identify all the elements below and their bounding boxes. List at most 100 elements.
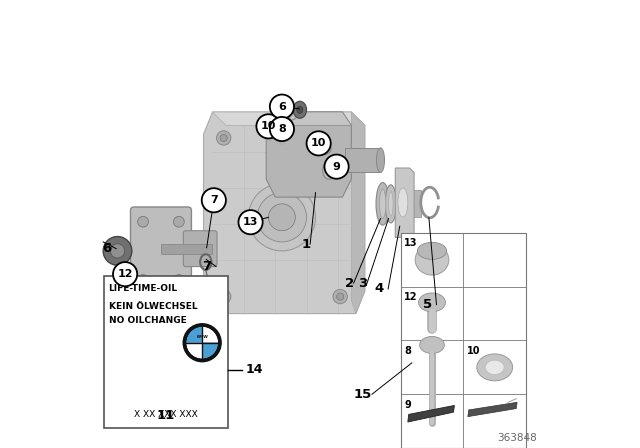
Bar xyxy=(418,318,451,321)
Circle shape xyxy=(138,216,148,227)
Bar xyxy=(418,313,451,315)
Circle shape xyxy=(269,204,295,231)
Circle shape xyxy=(333,289,348,304)
Circle shape xyxy=(324,155,349,179)
Text: 7: 7 xyxy=(202,260,212,273)
Text: 9: 9 xyxy=(333,162,340,172)
Text: 7: 7 xyxy=(210,195,218,205)
Polygon shape xyxy=(204,112,365,314)
Text: 2: 2 xyxy=(344,276,354,290)
Circle shape xyxy=(110,244,125,258)
Text: LIFE-TIME-OIL: LIFE-TIME-OIL xyxy=(109,284,178,293)
Bar xyxy=(418,307,451,310)
Polygon shape xyxy=(468,402,517,417)
Bar xyxy=(344,148,380,172)
Text: 8: 8 xyxy=(278,124,286,134)
Bar xyxy=(161,244,212,254)
Polygon shape xyxy=(212,112,365,125)
Text: 13: 13 xyxy=(243,217,259,227)
Text: 4: 4 xyxy=(374,282,384,296)
Ellipse shape xyxy=(388,191,393,216)
Bar xyxy=(415,303,454,343)
Ellipse shape xyxy=(485,360,504,375)
Circle shape xyxy=(333,131,348,145)
Text: 14: 14 xyxy=(245,363,262,376)
Polygon shape xyxy=(396,168,414,237)
Text: 363848: 363848 xyxy=(497,433,538,443)
Ellipse shape xyxy=(326,166,332,175)
Text: 11: 11 xyxy=(156,409,175,422)
Text: 1: 1 xyxy=(301,237,310,251)
Text: 10: 10 xyxy=(467,346,481,356)
Text: 10: 10 xyxy=(311,138,326,148)
Polygon shape xyxy=(351,112,365,314)
Text: BMW: BMW xyxy=(196,336,208,339)
Circle shape xyxy=(173,216,184,227)
Text: 10: 10 xyxy=(260,121,276,131)
Wedge shape xyxy=(186,327,202,343)
Ellipse shape xyxy=(420,336,444,353)
Ellipse shape xyxy=(297,106,303,113)
Circle shape xyxy=(337,293,344,300)
Circle shape xyxy=(274,111,290,127)
Ellipse shape xyxy=(376,182,390,225)
Wedge shape xyxy=(186,343,202,359)
Bar xyxy=(418,329,451,332)
Text: 8: 8 xyxy=(404,346,411,356)
FancyBboxPatch shape xyxy=(131,207,191,295)
Bar xyxy=(416,335,452,341)
Polygon shape xyxy=(275,112,351,125)
Circle shape xyxy=(337,134,344,142)
Circle shape xyxy=(239,210,262,234)
Text: 6: 6 xyxy=(102,242,112,255)
Ellipse shape xyxy=(415,245,449,275)
Ellipse shape xyxy=(419,293,445,312)
Ellipse shape xyxy=(285,112,292,117)
FancyBboxPatch shape xyxy=(420,241,448,260)
Circle shape xyxy=(138,275,148,285)
Text: 13: 13 xyxy=(404,238,418,248)
Circle shape xyxy=(307,131,331,155)
Polygon shape xyxy=(266,112,351,197)
Circle shape xyxy=(202,188,226,212)
Text: NO OILCHANGE: NO OILCHANGE xyxy=(109,316,186,325)
Circle shape xyxy=(270,117,294,141)
Text: 15: 15 xyxy=(354,388,372,401)
Circle shape xyxy=(257,114,280,138)
Text: 9: 9 xyxy=(404,400,411,409)
Ellipse shape xyxy=(376,148,385,172)
Polygon shape xyxy=(411,280,458,293)
Circle shape xyxy=(216,131,231,145)
Circle shape xyxy=(173,275,184,285)
Circle shape xyxy=(103,237,132,265)
Text: 12: 12 xyxy=(404,292,418,302)
Ellipse shape xyxy=(380,189,386,218)
Text: 3: 3 xyxy=(358,276,367,290)
Circle shape xyxy=(220,293,227,300)
Circle shape xyxy=(113,262,137,286)
Wedge shape xyxy=(202,343,218,359)
Polygon shape xyxy=(408,405,454,422)
Bar xyxy=(418,323,451,326)
Circle shape xyxy=(184,325,220,361)
Bar xyxy=(378,190,421,217)
Circle shape xyxy=(248,184,316,251)
FancyBboxPatch shape xyxy=(406,288,463,368)
Ellipse shape xyxy=(477,354,513,381)
Ellipse shape xyxy=(417,242,447,259)
Bar xyxy=(104,276,228,428)
Ellipse shape xyxy=(385,185,396,223)
Circle shape xyxy=(216,289,231,304)
Text: 12: 12 xyxy=(117,269,133,279)
FancyBboxPatch shape xyxy=(183,231,217,267)
Ellipse shape xyxy=(323,161,335,179)
Bar xyxy=(424,255,444,280)
Text: KEIN ÖLWECHSEL: KEIN ÖLWECHSEL xyxy=(109,302,197,311)
Circle shape xyxy=(220,134,227,142)
Ellipse shape xyxy=(280,108,298,121)
Text: 5: 5 xyxy=(423,298,432,311)
Ellipse shape xyxy=(398,188,408,217)
Circle shape xyxy=(257,193,307,242)
Text: 6: 6 xyxy=(278,102,286,112)
Text: X XX XXX XXX: X XX XXX XXX xyxy=(134,410,198,419)
